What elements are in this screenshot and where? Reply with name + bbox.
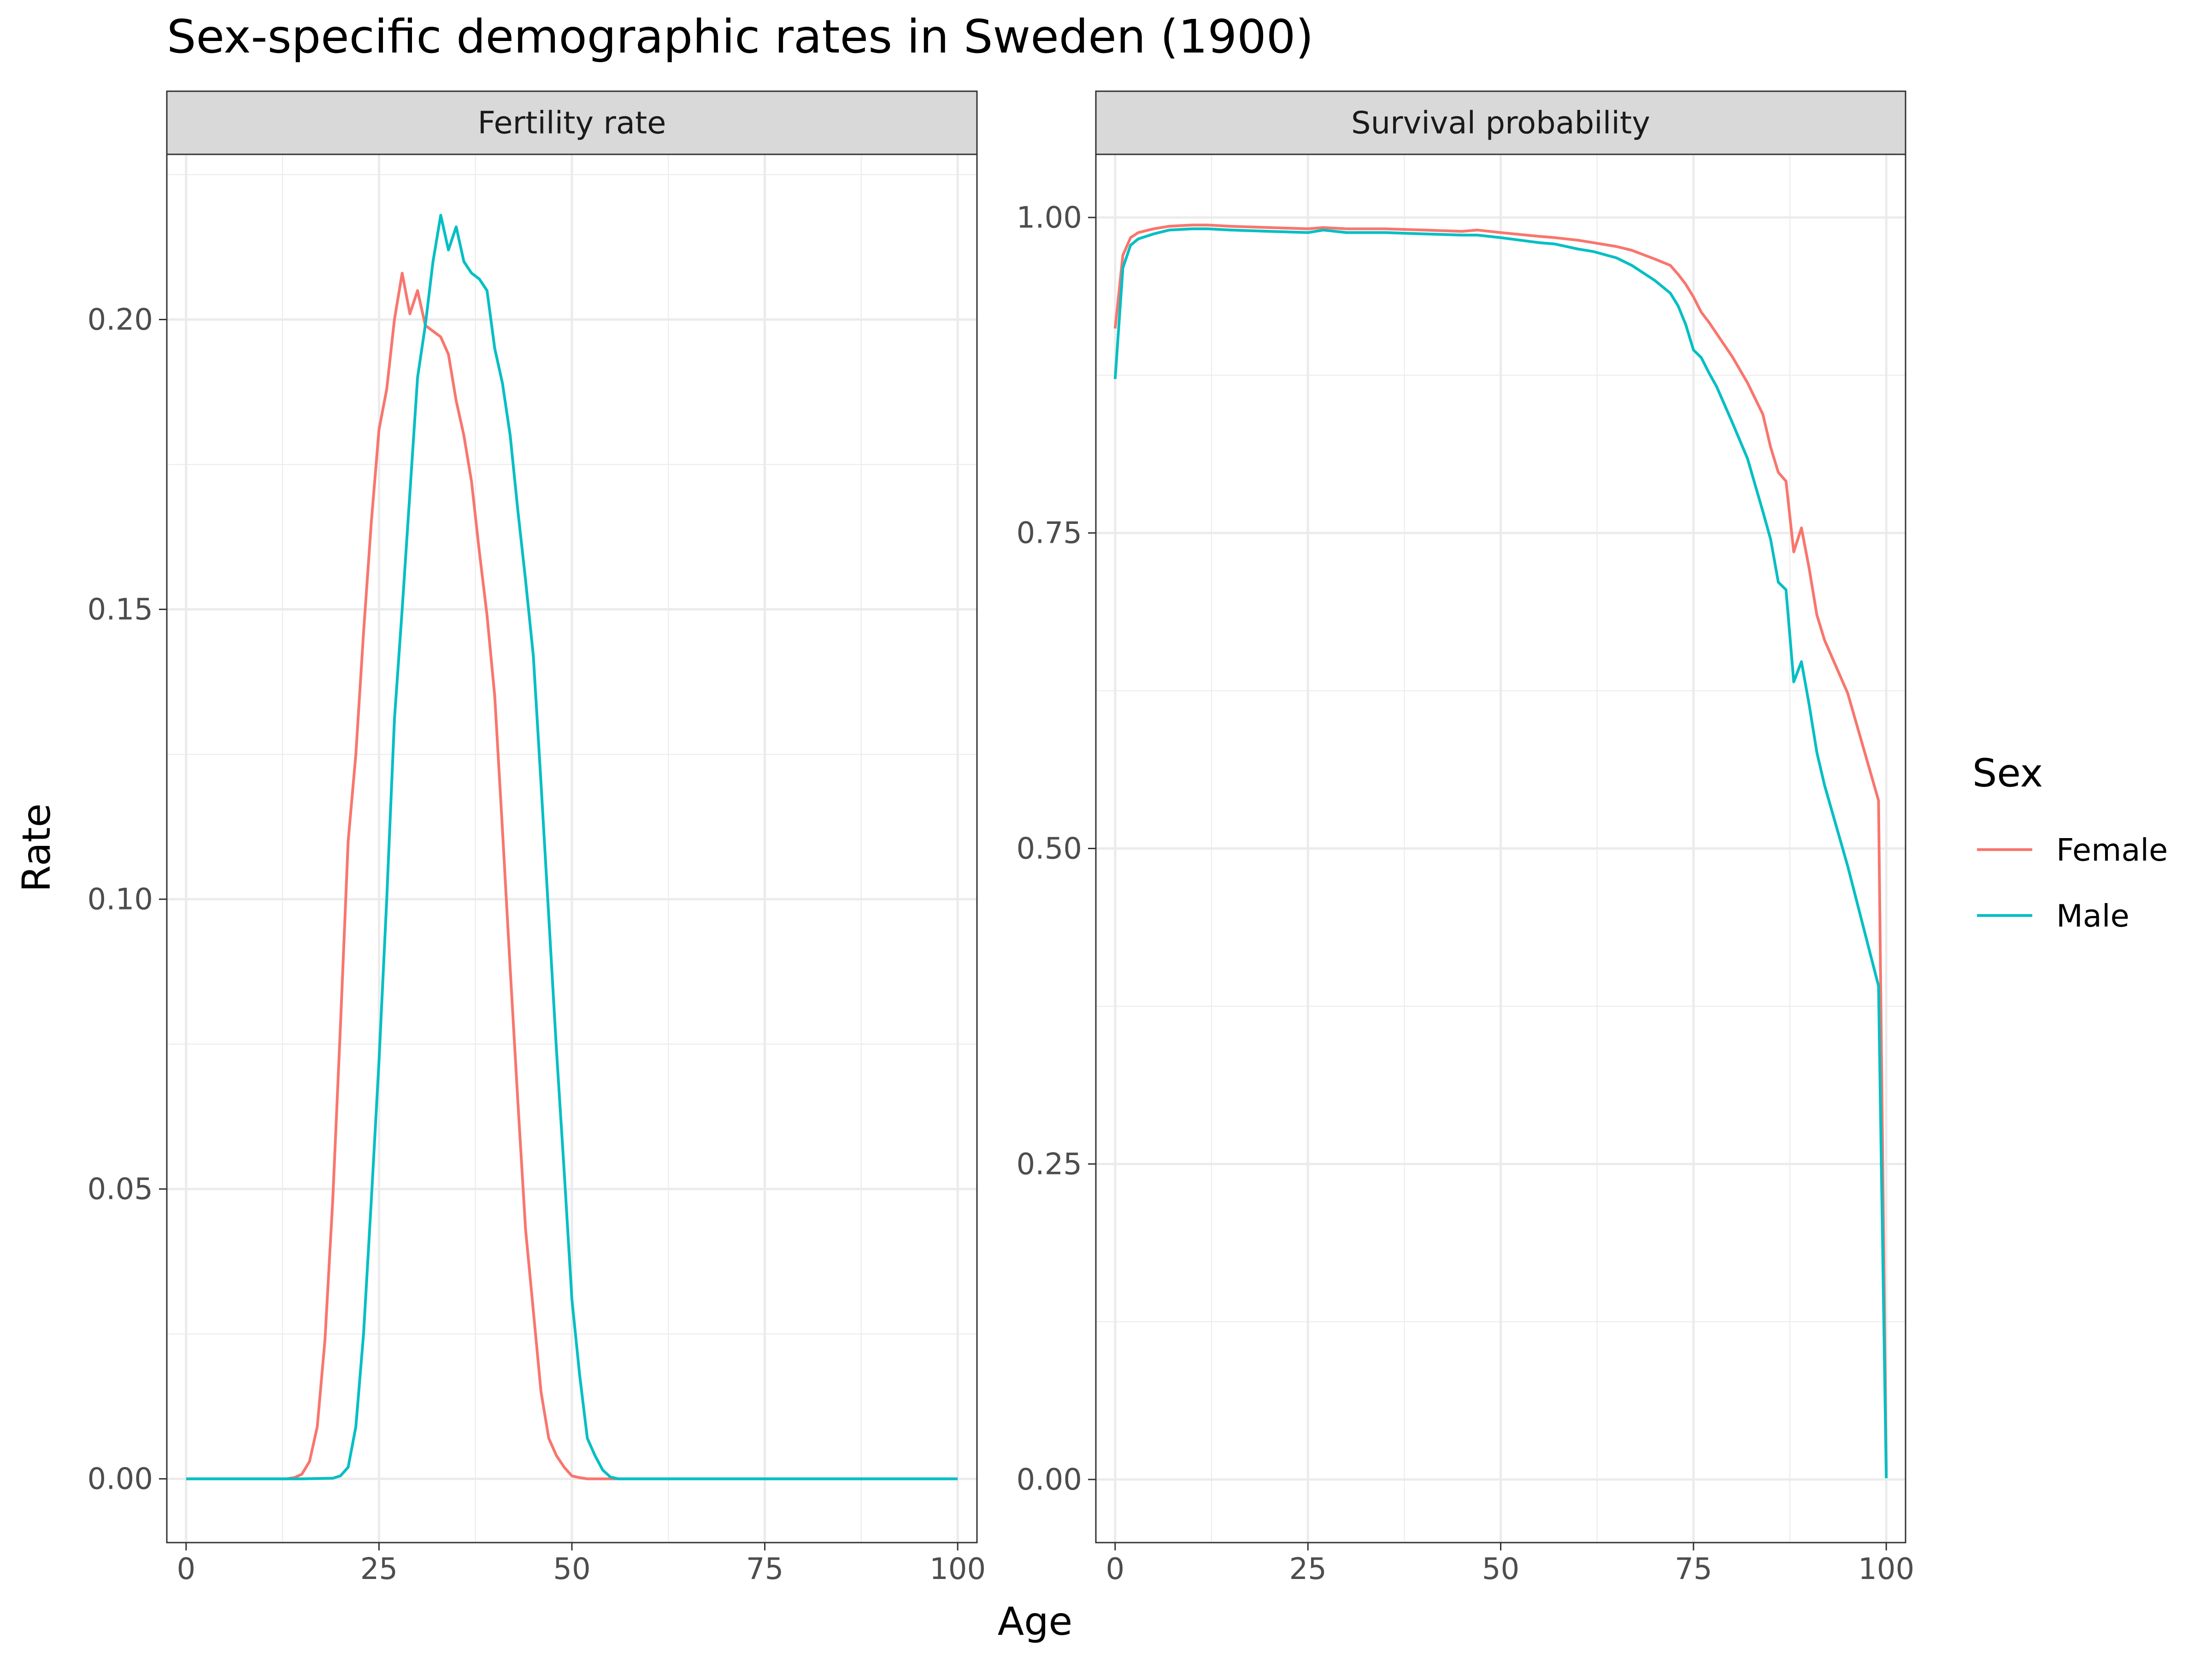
y-tick-label: 1.00: [1017, 201, 1082, 235]
x-axis-title: Age: [998, 1599, 1072, 1644]
chart-title: Sex-specific demographic rates in Sweden…: [167, 10, 1313, 64]
strip-background: [1095, 90, 1906, 155]
panels: Fertility rate 0 25 50 75 100 0.00 0.05 0.10 0.15…: [88, 90, 1914, 1586]
y-tick-label: 0.05: [88, 1173, 153, 1207]
panel-1: Fertility rate 0 25 50 75 100 0.00 0.05 0.10 0.15…: [88, 90, 986, 1586]
x-tick-label: 75: [1675, 1552, 1712, 1586]
strip-background: [166, 90, 978, 155]
x-tick-label: 50: [553, 1552, 590, 1586]
y-axis-title: Rate: [14, 804, 59, 892]
series-line-female: [1113, 223, 1888, 1473]
y-tick-label: 0.00: [88, 1462, 153, 1497]
x-tick-label: 75: [746, 1552, 783, 1586]
legend-label-male: Male: [2056, 898, 2130, 934]
legend-title: Sex: [1972, 751, 2043, 796]
x-tick-label: 0: [1106, 1552, 1124, 1586]
panel-2: Survival probability 0 25 50 75 100 0.00 0.25 0.…: [1017, 90, 1914, 1586]
y-tick-label: 0.20: [88, 303, 153, 337]
y-tick-label: 0.75: [1017, 516, 1082, 551]
y-tick-label: 0.10: [88, 883, 153, 917]
series-line-male: [1113, 227, 1888, 1479]
x-tick-label: 25: [1289, 1552, 1326, 1586]
legend: Sex Female Male: [1972, 751, 2168, 934]
x-tick-label: 0: [176, 1552, 195, 1586]
strip-label: Fertility rate: [477, 105, 666, 141]
y-tick-label: 0.50: [1017, 832, 1082, 866]
x-tick-label: 100: [1858, 1552, 1914, 1586]
x-tick-label: 100: [930, 1552, 986, 1586]
x-tick-label: 25: [360, 1552, 398, 1586]
y-tick-label: 0.00: [1017, 1463, 1082, 1497]
x-tick-label: 50: [1482, 1552, 1519, 1586]
strip-label: Survival probability: [1351, 105, 1650, 141]
y-tick-label: 0.15: [88, 593, 153, 627]
y-tick-label: 0.25: [1017, 1147, 1082, 1181]
legend-label-female: Female: [2056, 832, 2168, 868]
series-line-male: [186, 214, 958, 1480]
series-line-female: [186, 271, 958, 1480]
